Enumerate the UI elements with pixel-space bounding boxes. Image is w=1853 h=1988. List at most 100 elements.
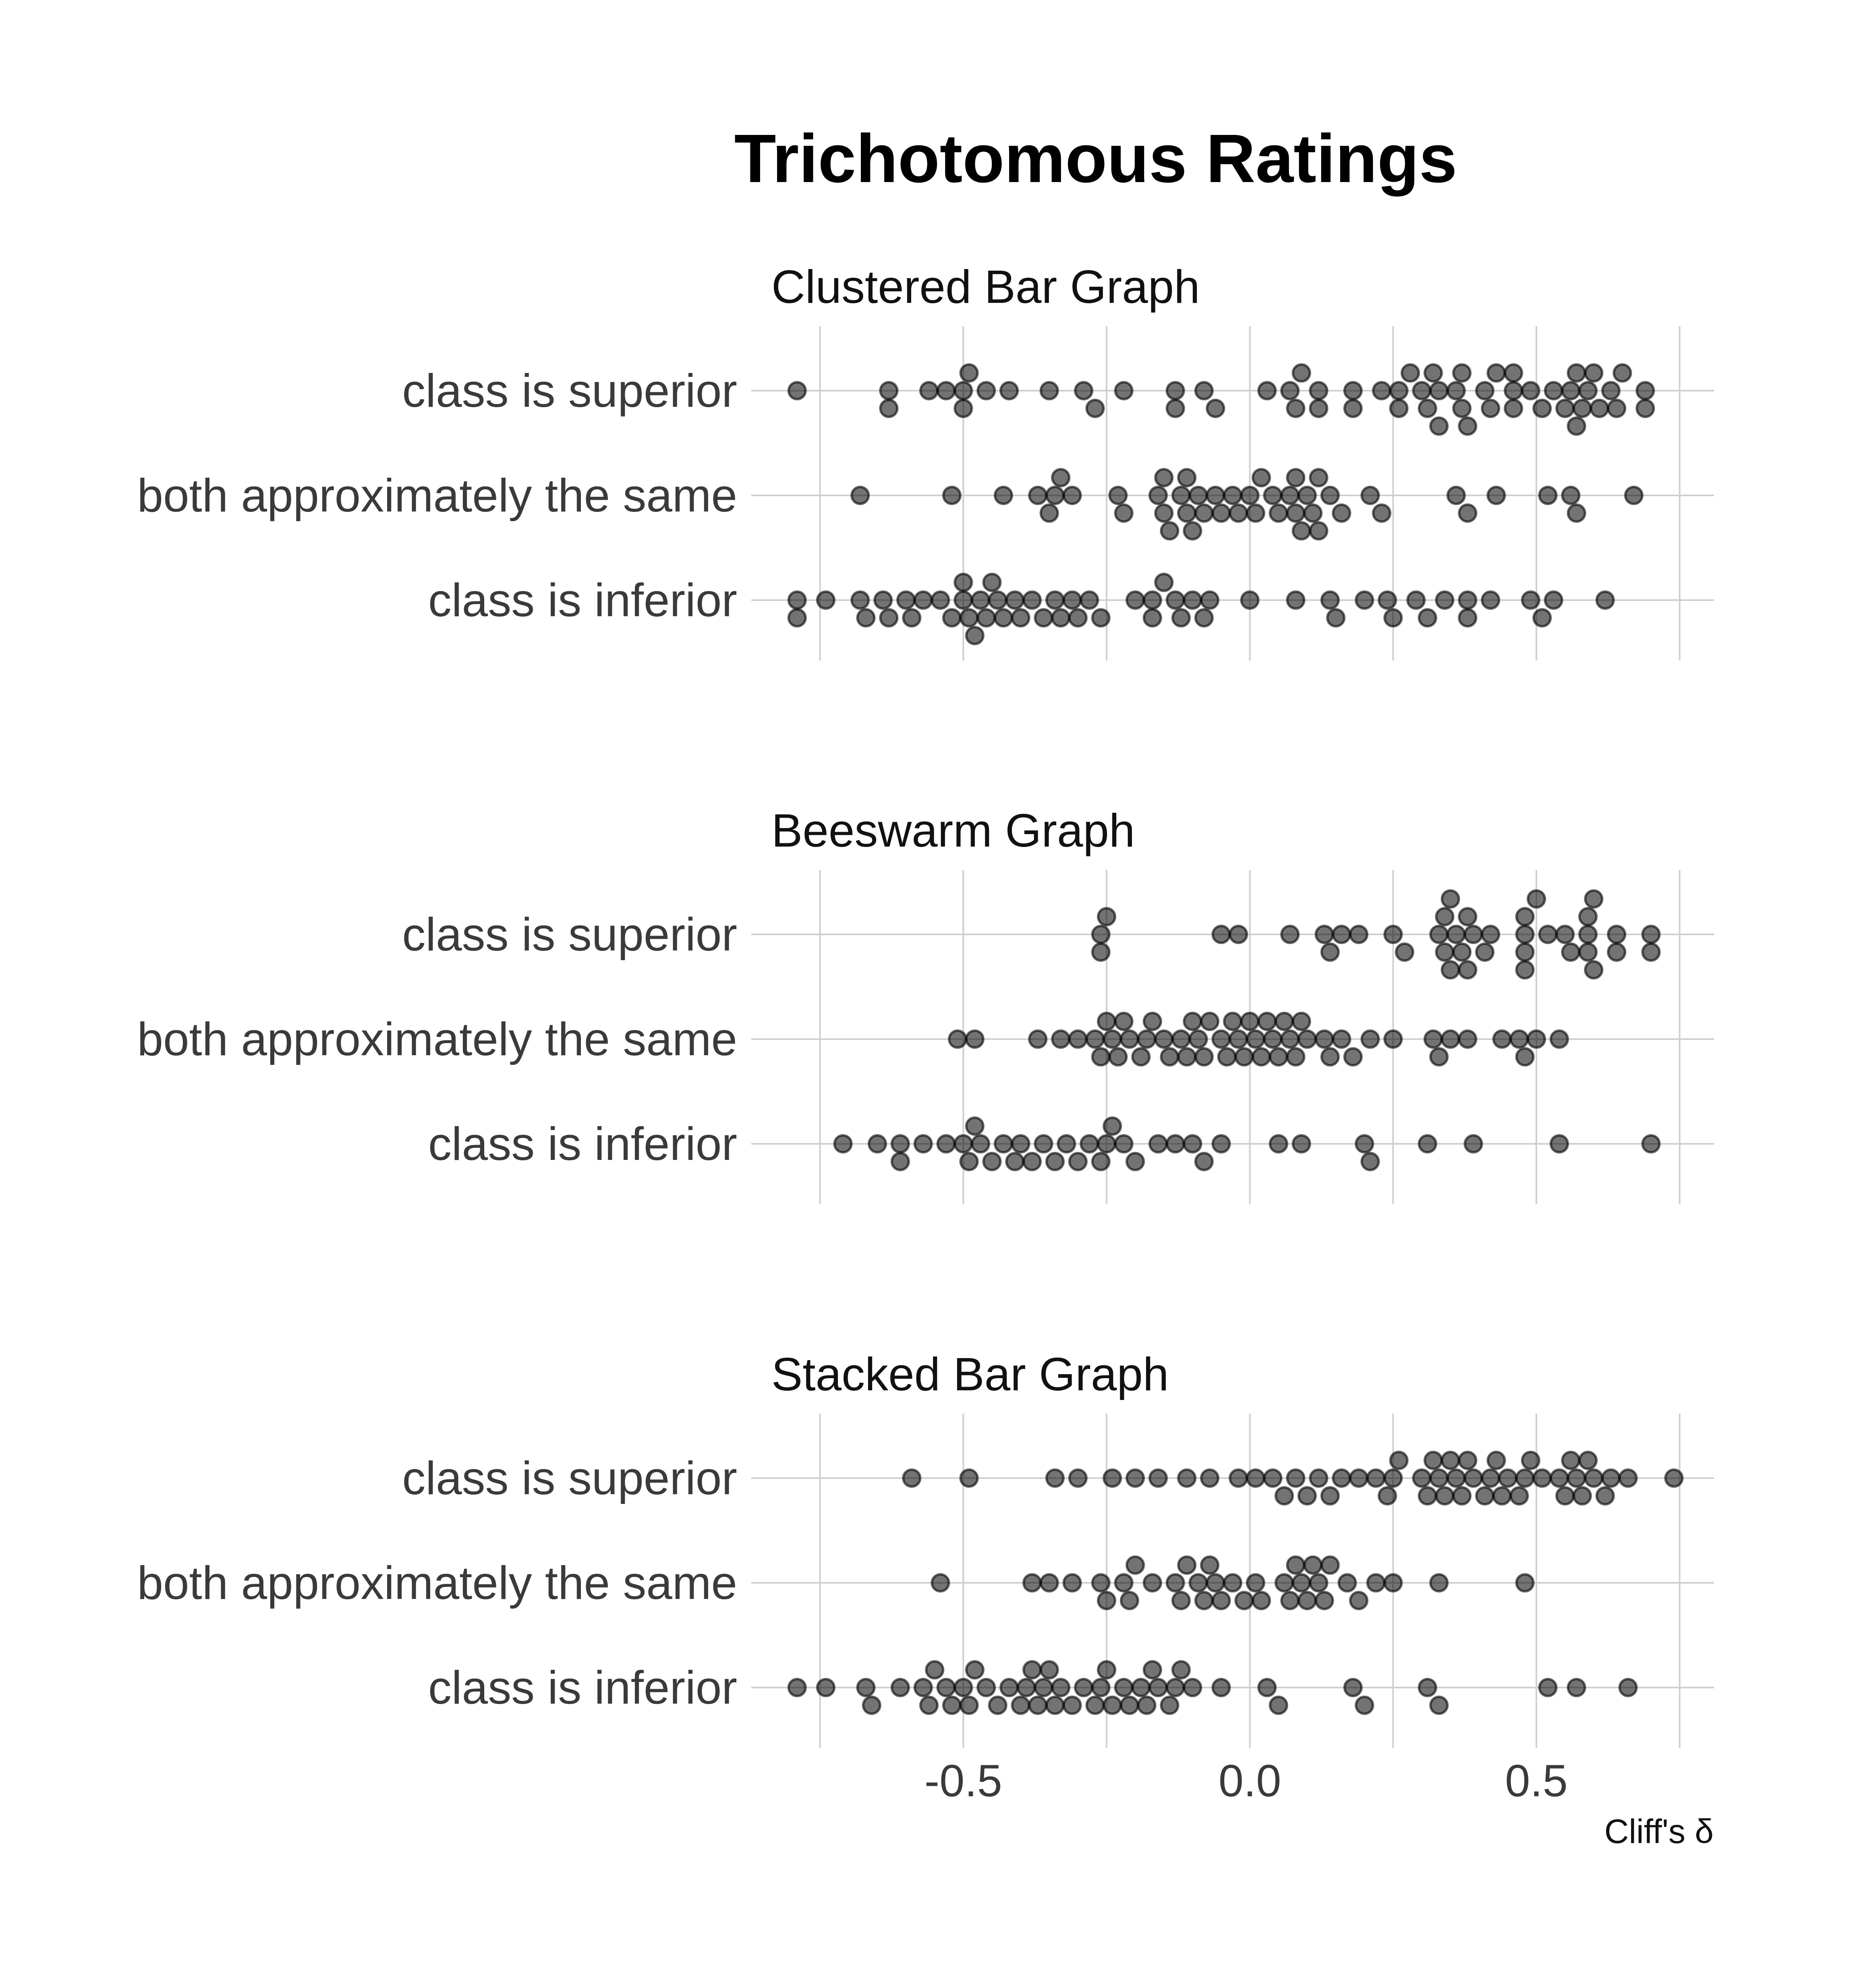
data-point	[1005, 590, 1025, 610]
data-point	[1332, 1029, 1351, 1049]
data-point	[1051, 1678, 1071, 1697]
data-point	[1458, 1029, 1478, 1049]
data-point	[1309, 468, 1329, 487]
data-point	[1349, 1468, 1368, 1488]
data-point	[1045, 590, 1065, 610]
data-point	[1607, 942, 1627, 962]
data-point	[856, 608, 876, 627]
data-point	[873, 590, 893, 610]
data-point	[1578, 925, 1598, 944]
data-point	[1051, 468, 1071, 487]
data-point	[1131, 1678, 1151, 1697]
data-point	[1206, 399, 1225, 418]
data-point	[1240, 590, 1260, 610]
data-point	[965, 1660, 985, 1679]
data-point	[1401, 363, 1420, 383]
data-point	[1119, 1591, 1139, 1610]
data-point	[1114, 1012, 1134, 1031]
data-point	[1360, 1152, 1380, 1171]
data-point	[1011, 608, 1030, 627]
data-point	[1211, 503, 1231, 523]
data-point	[1183, 521, 1202, 540]
data-point	[1664, 1468, 1684, 1488]
data-point	[1406, 590, 1426, 610]
data-point	[1486, 1451, 1506, 1470]
data-point	[1320, 1047, 1340, 1066]
data-point	[1165, 1678, 1185, 1697]
data-point	[1034, 1134, 1053, 1153]
data-point	[1045, 1696, 1065, 1715]
data-point	[1257, 1012, 1277, 1031]
data-point	[1314, 1029, 1334, 1049]
data-point	[976, 1678, 996, 1697]
data-point	[1567, 503, 1586, 523]
data-point	[1383, 1029, 1403, 1049]
data-point	[1229, 503, 1248, 523]
data-point	[1097, 1134, 1117, 1153]
data-point	[890, 1678, 910, 1697]
data-point	[1165, 399, 1185, 418]
data-point	[1154, 1029, 1174, 1049]
data-point	[1103, 1468, 1122, 1488]
data-point	[953, 1678, 973, 1697]
data-point	[867, 1134, 887, 1153]
data-point	[953, 1134, 973, 1153]
data-point	[1561, 1451, 1581, 1470]
data-point	[1194, 381, 1214, 400]
data-point	[1343, 1678, 1363, 1697]
data-point	[1521, 590, 1540, 610]
data-point	[1635, 399, 1655, 418]
data-point	[1538, 925, 1558, 944]
data-point	[1114, 381, 1134, 400]
data-point	[1085, 1696, 1105, 1715]
data-point	[1578, 1451, 1598, 1470]
data-point	[1177, 503, 1197, 523]
data-point	[1188, 1029, 1208, 1049]
data-point	[1515, 907, 1535, 926]
data-point	[1280, 1029, 1300, 1049]
data-point	[1441, 1029, 1460, 1049]
data-point	[1475, 942, 1494, 962]
data-point	[913, 590, 933, 610]
data-point	[1567, 1468, 1586, 1488]
data-point	[1452, 942, 1472, 962]
data-point	[1526, 889, 1546, 909]
category-label: class is superior	[402, 908, 737, 961]
data-point	[1326, 608, 1346, 627]
data-point	[1057, 1134, 1076, 1153]
data-point	[1246, 1029, 1265, 1049]
category-label: both approximately the same	[137, 469, 737, 522]
data-point	[1062, 1696, 1082, 1715]
data-point	[1263, 486, 1283, 505]
x-axis: -0.5 0.0 0.5	[924, 1756, 1568, 1806]
data-point	[1148, 1678, 1168, 1697]
data-point	[1160, 1047, 1179, 1066]
data-point	[1257, 1678, 1277, 1697]
data-point	[953, 573, 973, 592]
data-point	[1188, 486, 1208, 505]
data-point	[1383, 1468, 1403, 1488]
category-label: class is inferior	[428, 1661, 737, 1714]
data-point	[1624, 486, 1644, 505]
data-point	[1252, 1591, 1271, 1610]
data-point	[1521, 381, 1540, 400]
data-point	[1091, 608, 1111, 627]
x-axis-title: Cliff's δ	[1604, 1812, 1714, 1850]
data-point	[1137, 1029, 1157, 1049]
data-point	[1446, 925, 1466, 944]
data-point	[1429, 1696, 1449, 1715]
data-point	[1418, 1678, 1437, 1697]
data-point	[1481, 590, 1501, 610]
data-point	[1561, 942, 1581, 962]
data-point	[1148, 486, 1168, 505]
data-point	[965, 1116, 985, 1136]
data-point	[1028, 1696, 1048, 1715]
data-point	[1275, 1012, 1294, 1031]
data-point	[1286, 503, 1306, 523]
data-point	[1481, 399, 1501, 418]
data-point	[1423, 363, 1443, 383]
panel-2: Beeswarm Graph class is superior both appr…	[137, 804, 1714, 1204]
data-point	[1309, 1468, 1329, 1488]
data-point	[1280, 925, 1300, 944]
data-point	[1441, 889, 1460, 909]
